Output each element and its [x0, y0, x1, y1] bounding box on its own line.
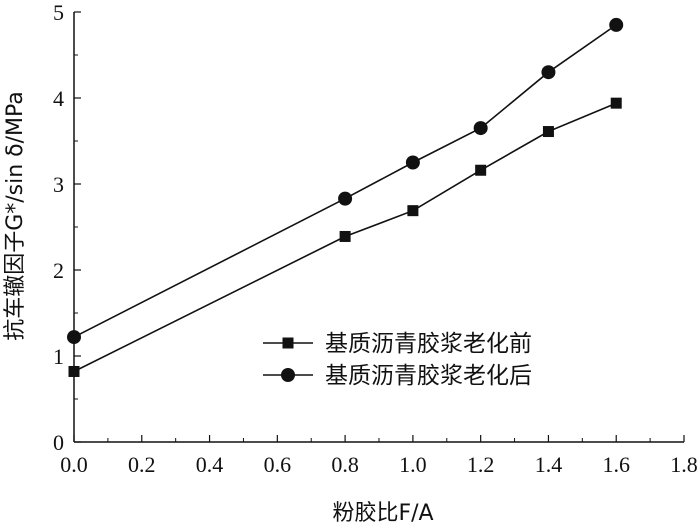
legend-item: 基质沥青胶浆老化前: [263, 331, 532, 357]
x-tick-label: 1.2: [467, 452, 495, 477]
x-tick-label: 0.4: [196, 452, 224, 477]
legend-marker: [281, 368, 295, 382]
y-tick-label: 1: [53, 344, 64, 369]
data-point: [542, 126, 554, 138]
data-point: [610, 97, 622, 109]
x-tick-label: 1.4: [535, 452, 563, 477]
data-point: [405, 155, 420, 170]
data-point: [473, 121, 488, 136]
series-2: [67, 17, 624, 345]
legend-marker: [282, 337, 294, 349]
x-tick-label: 0.2: [128, 452, 156, 477]
y-tick-label: 4: [53, 86, 64, 111]
legend-item: 基质沥青胶浆老化后: [263, 363, 532, 389]
data-point: [67, 330, 81, 345]
x-tick-label: 1.0: [399, 452, 427, 477]
data-point: [541, 65, 556, 80]
x-tick-label: 1.6: [602, 452, 630, 477]
series-line: [73, 24, 617, 338]
legend-label: 基质沥青胶浆老化后: [325, 363, 532, 389]
x-tick-label: 1.8: [670, 452, 698, 477]
y-tick-label: 2: [53, 258, 64, 283]
legend-label: 基质沥青胶浆老化前: [325, 331, 532, 357]
x-axis-title: 粉胶比F/A: [332, 501, 433, 526]
y-tick-label: 5: [53, 0, 64, 25]
data-point: [609, 17, 624, 32]
x-tick-label: 0.6: [264, 452, 292, 477]
y-axis-title: 抗车辙因子G*/sin δ/MPa: [3, 91, 28, 341]
x-tick-label: 0.0: [60, 452, 88, 477]
data-point: [407, 205, 419, 217]
series-layer: [67, 17, 624, 377]
data-point: [338, 191, 353, 206]
y-tick-label: 0: [53, 430, 64, 455]
y-tick-label: 3: [53, 172, 64, 197]
data-point: [68, 365, 80, 377]
data-point: [475, 164, 487, 176]
x-tick-label: 0.8: [331, 452, 359, 477]
data-point: [339, 230, 351, 242]
series-line: [73, 102, 617, 373]
series-1: [68, 97, 622, 377]
axes: 0.0 0.2 0.4 0.6 0.8 1.0 1.2 1.4 1.6 1.8 0 1 2 3 4 5: [53, 0, 698, 477]
